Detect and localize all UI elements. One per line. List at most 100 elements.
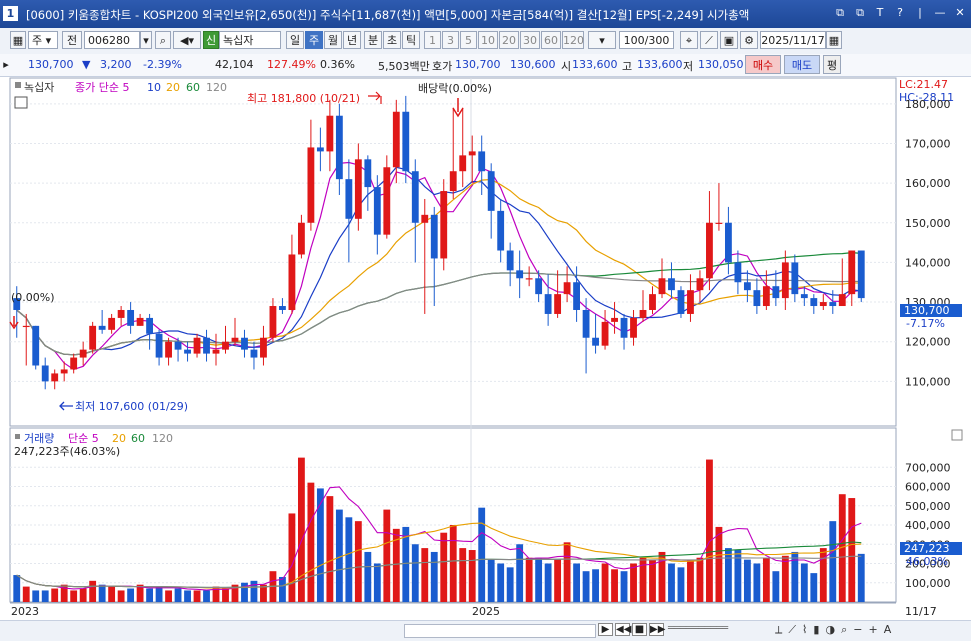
- low-arrow-icon: [59, 401, 73, 411]
- sell-button[interactable]: 매도: [784, 55, 820, 74]
- eval-button[interactable]: 평: [823, 55, 841, 74]
- volume-legend-ma120: 120: [152, 432, 173, 445]
- period-select[interactable]: 주 ▾: [28, 31, 58, 49]
- candle-body: [468, 151, 476, 156]
- stop-icon[interactable]: ■: [632, 623, 647, 636]
- tab-period-tick[interactable]: 틱: [402, 31, 420, 49]
- volume-bar: [478, 507, 486, 602]
- candle-body: [98, 325, 106, 330]
- stock-code-input[interactable]: 006280: [84, 31, 140, 49]
- help-icon[interactable]: ?: [897, 6, 903, 19]
- volume-bar: [743, 559, 751, 602]
- candle-body: [762, 286, 770, 307]
- volume-bar: [392, 528, 400, 602]
- link-icon[interactable]: ⧉: [836, 6, 844, 19]
- tab-period-minute[interactable]: 분: [364, 31, 382, 49]
- volume-bar: [117, 590, 125, 602]
- date-input[interactable]: 2025/11/17: [760, 31, 826, 49]
- stock-chart-svg[interactable]: 녹십자 종가 단순 5 10 20 60 120 LC:21.47 HC:-28…: [0, 76, 971, 620]
- count-input[interactable]: 100/300: [619, 31, 674, 49]
- buy-button[interactable]: 매수: [745, 55, 781, 74]
- volume-value: 42,104: [215, 58, 254, 71]
- candle-body: [364, 159, 372, 188]
- measure-icon[interactable]: ⟋: [788, 623, 797, 636]
- zoom-slider[interactable]: ══════════: [668, 623, 729, 634]
- gear-icon[interactable]: ⚙: [740, 31, 758, 49]
- candle-body: [743, 282, 751, 291]
- candle-body: [402, 111, 410, 172]
- candle-body: [117, 309, 125, 318]
- volume-bar: [260, 584, 267, 602]
- volume-bar: [525, 557, 533, 602]
- high-price: 133,600: [637, 58, 683, 71]
- search-icon[interactable]: ⌕: [155, 31, 171, 49]
- stock-prefix[interactable]: 전: [62, 31, 82, 49]
- volume-bar: [184, 590, 191, 602]
- save-icon[interactable]: ▣: [720, 31, 738, 49]
- layout-icon[interactable]: ▦: [10, 31, 26, 49]
- panel-collapse-icon[interactable]: [951, 429, 963, 441]
- zoom-icon[interactable]: ⌕: [841, 623, 848, 636]
- minimize-icon[interactable]: —: [934, 6, 946, 19]
- candle-body: [392, 111, 400, 168]
- expand-icon[interactable]: ▸: [3, 58, 9, 71]
- interval-20[interactable]: 20: [499, 31, 519, 49]
- rewind-icon[interactable]: ◀◀: [615, 623, 632, 636]
- restore-layout-icon[interactable]: ⧉: [856, 6, 864, 19]
- volume-bar: [70, 590, 78, 602]
- volume-bar: [753, 563, 761, 602]
- tab-period-month[interactable]: 월: [324, 31, 342, 49]
- interval-5[interactable]: 5: [460, 31, 477, 49]
- calendar-icon[interactable]: ▦: [826, 31, 842, 49]
- chevron-down-icon[interactable]: ▾: [140, 31, 152, 49]
- legend-handle-icon[interactable]: [15, 82, 21, 88]
- volume-bar: [620, 571, 628, 602]
- font-size-icon[interactable]: A: [883, 623, 892, 636]
- interval-30[interactable]: 30: [520, 31, 540, 49]
- scroll-right-icon[interactable]: ▶: [598, 623, 613, 636]
- trend-icon[interactable]: ⟋: [700, 31, 718, 49]
- volume-bar: [193, 590, 201, 602]
- candle-body: [478, 151, 486, 172]
- interval-10[interactable]: 10: [478, 31, 498, 49]
- interval-60[interactable]: 60: [541, 31, 561, 49]
- tab-period-day[interactable]: 일: [286, 31, 304, 49]
- down-arrow-icon: ▼: [82, 58, 91, 71]
- zoom-out-icon[interactable]: −: [853, 623, 863, 636]
- volume-bar: [241, 582, 248, 602]
- volume-legend-ma: 단순 5: [68, 432, 99, 445]
- interval-1[interactable]: 1: [424, 31, 441, 49]
- candle-body: [430, 214, 438, 259]
- speaker-icon[interactable]: ◀▾: [173, 31, 201, 49]
- volume-legend-name: 거래량: [24, 432, 54, 445]
- volume-bar: [212, 586, 220, 602]
- candle-body: [383, 167, 391, 235]
- font-icon[interactable]: T: [876, 6, 884, 19]
- candle-icon[interactable]: ▮: [813, 623, 820, 636]
- volume-legend-handle-icon[interactable]: [15, 434, 20, 439]
- tab-period-year[interactable]: 년: [343, 31, 361, 49]
- fast-forward-icon[interactable]: ▶▶: [649, 623, 666, 636]
- horizontal-scrollbar[interactable]: [404, 624, 596, 638]
- volume-bar: [136, 584, 144, 602]
- interval-120[interactable]: 120: [562, 31, 584, 49]
- grid-toggle-icon[interactable]: [14, 96, 28, 109]
- tab-period-second[interactable]: 초: [383, 31, 401, 49]
- stock-name-field[interactable]: 녹십자: [219, 31, 281, 49]
- app-badge: 1: [3, 6, 18, 21]
- left-arrow-icon: [9, 316, 19, 330]
- interval-3[interactable]: 3: [442, 31, 459, 49]
- scroll-icon[interactable]: ◑: [825, 623, 836, 636]
- pattern-icon[interactable]: ⌇: [802, 623, 808, 636]
- close-icon[interactable]: ✕: [955, 6, 965, 19]
- crosshair-icon[interactable]: ⌖: [680, 31, 698, 49]
- candle-body: [316, 147, 324, 152]
- zoom-in-icon[interactable]: +: [868, 623, 878, 636]
- drawing-tools-icon[interactable]: ⟂: [775, 623, 783, 636]
- volume-bar: [696, 557, 704, 602]
- interval-select[interactable]: ▾: [588, 31, 616, 49]
- price-grid: [10, 78, 896, 602]
- volume-bar: [487, 559, 495, 602]
- chart-area[interactable]: 녹십자 종가 단순 5 10 20 60 120 LC:21.47 HC:-28…: [0, 76, 971, 620]
- tab-period-week[interactable]: 주: [305, 31, 323, 49]
